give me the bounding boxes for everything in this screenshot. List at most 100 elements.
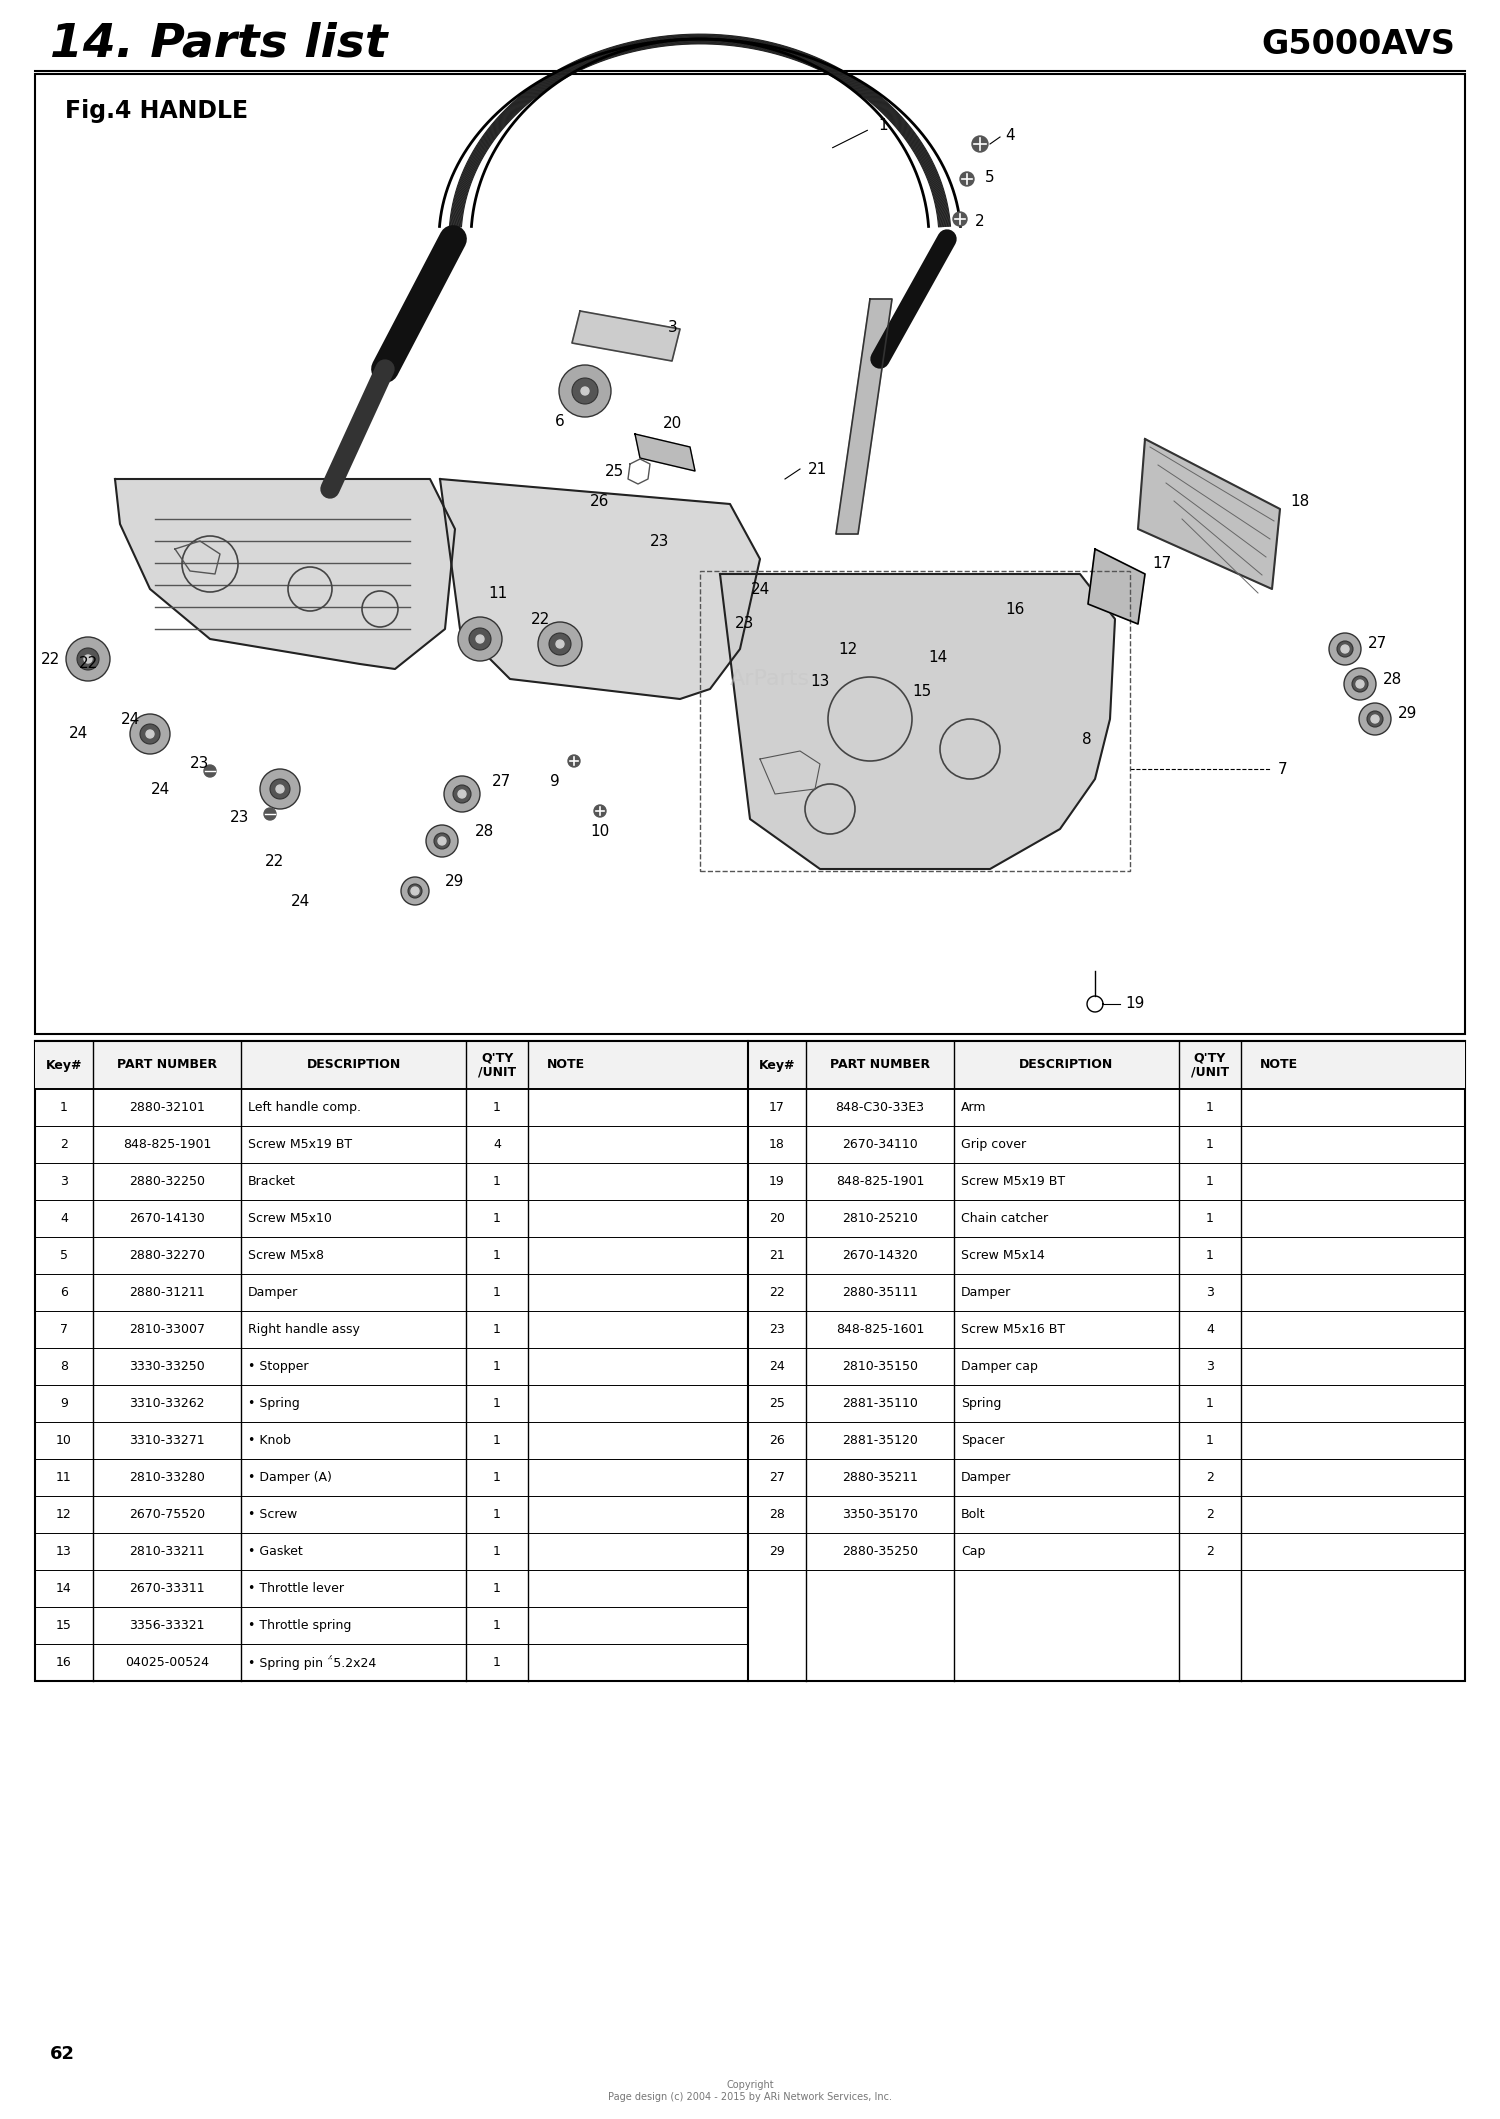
Text: 21: 21: [770, 1248, 784, 1263]
Circle shape: [960, 172, 974, 186]
Text: 22: 22: [40, 651, 60, 667]
Circle shape: [1336, 642, 1353, 657]
Circle shape: [130, 714, 170, 754]
Text: 1: 1: [494, 1509, 501, 1521]
Text: 27: 27: [492, 773, 512, 788]
Text: Bolt: Bolt: [962, 1509, 986, 1521]
Text: 1: 1: [494, 1360, 501, 1373]
Text: 1: 1: [494, 1212, 501, 1225]
Circle shape: [204, 765, 216, 778]
Text: 21: 21: [808, 462, 828, 477]
Text: 1: 1: [494, 1248, 501, 1263]
Circle shape: [560, 364, 610, 417]
Text: 24: 24: [750, 581, 770, 598]
Text: 24: 24: [150, 782, 170, 797]
Text: DESCRIPTION: DESCRIPTION: [1020, 1060, 1113, 1072]
Text: 28: 28: [770, 1509, 784, 1521]
Text: Grip cover: Grip cover: [962, 1138, 1026, 1151]
Text: 1: 1: [494, 1102, 501, 1115]
Bar: [34, 74, 1466, 1034]
Text: 3356-33321: 3356-33321: [129, 1619, 204, 1632]
Text: 14: 14: [928, 651, 948, 665]
Text: 3: 3: [1206, 1360, 1214, 1373]
Text: 23: 23: [770, 1322, 784, 1335]
Text: 4: 4: [1005, 129, 1014, 144]
Text: 26: 26: [591, 494, 609, 509]
Circle shape: [458, 790, 466, 799]
Text: 11: 11: [56, 1471, 72, 1483]
Text: 4: 4: [1206, 1322, 1214, 1335]
Circle shape: [1359, 704, 1390, 735]
Text: Arm: Arm: [962, 1102, 987, 1115]
Text: 2670-34110: 2670-34110: [842, 1138, 918, 1151]
Text: 3350-35170: 3350-35170: [842, 1509, 918, 1521]
Text: 6: 6: [555, 413, 566, 428]
Circle shape: [952, 212, 968, 227]
Circle shape: [1366, 712, 1383, 727]
Text: 27: 27: [1368, 636, 1388, 651]
Text: 1: 1: [1206, 1138, 1214, 1151]
Text: 2810-25210: 2810-25210: [842, 1212, 918, 1225]
Text: 7: 7: [60, 1322, 68, 1335]
Text: 2810-33211: 2810-33211: [129, 1545, 206, 1557]
Text: 22: 22: [266, 854, 285, 869]
Text: 2881-35110: 2881-35110: [842, 1396, 918, 1409]
Polygon shape: [116, 479, 454, 670]
Text: 29: 29: [770, 1545, 784, 1557]
Polygon shape: [572, 311, 680, 360]
Text: 1: 1: [494, 1471, 501, 1483]
Text: 2880-32270: 2880-32270: [129, 1248, 206, 1263]
Text: 27: 27: [770, 1471, 784, 1483]
Polygon shape: [440, 479, 760, 699]
Text: Damper cap: Damper cap: [962, 1360, 1038, 1373]
Text: 3310-33262: 3310-33262: [129, 1396, 204, 1409]
Text: Spacer: Spacer: [962, 1435, 1005, 1447]
Circle shape: [264, 807, 276, 820]
Text: 1: 1: [1206, 1212, 1214, 1225]
Circle shape: [84, 655, 92, 663]
Circle shape: [408, 884, 422, 898]
Text: 848-C30-33E3: 848-C30-33E3: [836, 1102, 924, 1115]
Circle shape: [140, 725, 160, 744]
Text: 1: 1: [494, 1322, 501, 1335]
Text: Screw M5x19 BT: Screw M5x19 BT: [962, 1176, 1065, 1189]
Text: • Gasket: • Gasket: [248, 1545, 303, 1557]
Text: 29: 29: [1398, 706, 1417, 720]
Text: 848-825-1901: 848-825-1901: [123, 1138, 211, 1151]
Text: 2: 2: [975, 214, 984, 229]
Circle shape: [453, 784, 471, 803]
Text: 25: 25: [606, 464, 624, 479]
Text: • Throttle spring: • Throttle spring: [248, 1619, 351, 1632]
Text: Copyright
Page design (c) 2004 - 2015 by ARi Network Services, Inc.: Copyright Page design (c) 2004 - 2015 by…: [608, 2081, 892, 2102]
Circle shape: [400, 877, 429, 905]
Bar: [700, 570, 1130, 871]
Text: NOTE: NOTE: [1260, 1060, 1298, 1072]
Text: 19: 19: [770, 1176, 784, 1189]
Text: 2880-32101: 2880-32101: [129, 1102, 206, 1115]
Text: Damper: Damper: [248, 1286, 298, 1299]
Text: 10: 10: [591, 824, 609, 839]
Text: Key#: Key#: [759, 1060, 795, 1072]
Text: • Stopper: • Stopper: [248, 1360, 309, 1373]
Text: 4: 4: [494, 1138, 501, 1151]
Circle shape: [972, 136, 988, 153]
Text: 24: 24: [120, 712, 140, 727]
Circle shape: [538, 623, 582, 665]
Bar: [34, 1040, 1466, 1089]
Bar: [34, 1040, 1466, 1680]
Text: 28: 28: [476, 824, 495, 839]
Circle shape: [1356, 680, 1364, 689]
Circle shape: [433, 833, 450, 850]
Text: 2880-31211: 2880-31211: [129, 1286, 206, 1299]
Text: • Spring pin ΅5.2x24: • Spring pin ΅5.2x24: [248, 1655, 376, 1670]
Text: 11: 11: [489, 585, 507, 600]
Text: 28: 28: [1383, 672, 1402, 687]
Text: PART NUMBER: PART NUMBER: [117, 1060, 218, 1072]
Text: 2880-35111: 2880-35111: [842, 1286, 918, 1299]
Circle shape: [572, 377, 598, 405]
Text: 18: 18: [770, 1138, 784, 1151]
Text: 24: 24: [69, 727, 88, 742]
Text: 2: 2: [1206, 1509, 1214, 1521]
Text: 1: 1: [1206, 1176, 1214, 1189]
Polygon shape: [634, 434, 694, 470]
